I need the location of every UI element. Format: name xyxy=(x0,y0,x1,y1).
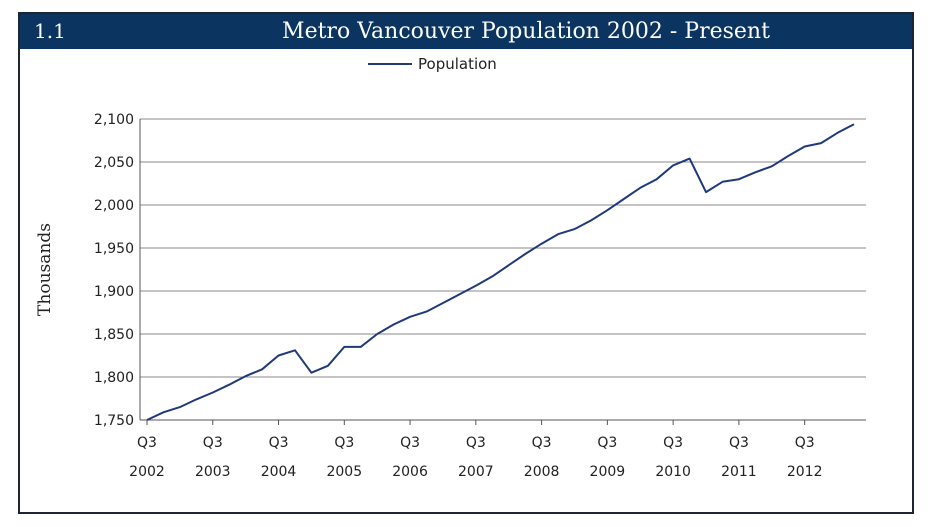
y-tick-label: 1,800 xyxy=(94,370,134,386)
x-tick-quarter: Q3 xyxy=(334,435,354,451)
legend-label: Population xyxy=(418,55,497,73)
x-tick-quarter: Q3 xyxy=(663,435,683,451)
x-tick-quarter: Q3 xyxy=(137,435,157,451)
population-series-line xyxy=(146,123,855,421)
legend-line-swatch xyxy=(368,63,412,65)
chart-legend: Population xyxy=(368,54,497,74)
x-tick-quarter: Q3 xyxy=(400,435,420,451)
x-tick-year: 2005 xyxy=(326,464,362,480)
chart-frame: 1.1 Metro Vancouver Population 2002 - Pr… xyxy=(18,12,914,514)
y-axis-label: Thousands xyxy=(35,223,55,316)
y-tick-label: 1,950 xyxy=(94,241,134,257)
x-tick-year: 2004 xyxy=(261,464,297,480)
y-tick-label: 1,750 xyxy=(94,413,134,429)
x-tick-quarter: Q3 xyxy=(795,435,815,451)
y-tick-label: 1,850 xyxy=(94,327,134,343)
x-tick-year: 2009 xyxy=(590,464,626,480)
figure-number: 1.1 xyxy=(34,19,66,43)
x-tick-year: 2008 xyxy=(524,464,560,480)
y-tick-label: 2,050 xyxy=(94,155,134,171)
x-tick-quarter: Q3 xyxy=(597,435,617,451)
x-tick-quarter: Q3 xyxy=(269,435,289,451)
x-tick-year: 2007 xyxy=(458,464,494,480)
x-tick-quarter: Q3 xyxy=(466,435,486,451)
x-tick-quarter: Q3 xyxy=(203,435,223,451)
x-tick-year: 2010 xyxy=(655,464,691,480)
x-tick-quarter: Q3 xyxy=(729,435,749,451)
x-tick-year: 2003 xyxy=(195,464,231,480)
x-tick-year: 2006 xyxy=(392,464,428,480)
y-tick-label: 1,900 xyxy=(94,284,134,300)
x-tick-quarter: Q3 xyxy=(532,435,552,451)
chart-title: Metro Vancouver Population 2002 - Presen… xyxy=(282,19,770,44)
chart-title-bar: 1.1 Metro Vancouver Population 2002 - Pr… xyxy=(20,14,912,49)
x-tick-year: 2011 xyxy=(721,464,757,480)
x-tick-year: 2012 xyxy=(787,464,823,480)
y-tick-label: 2,000 xyxy=(94,198,134,214)
x-tick-year: 2002 xyxy=(129,464,165,480)
y-tick-label: 2,100 xyxy=(94,112,134,128)
